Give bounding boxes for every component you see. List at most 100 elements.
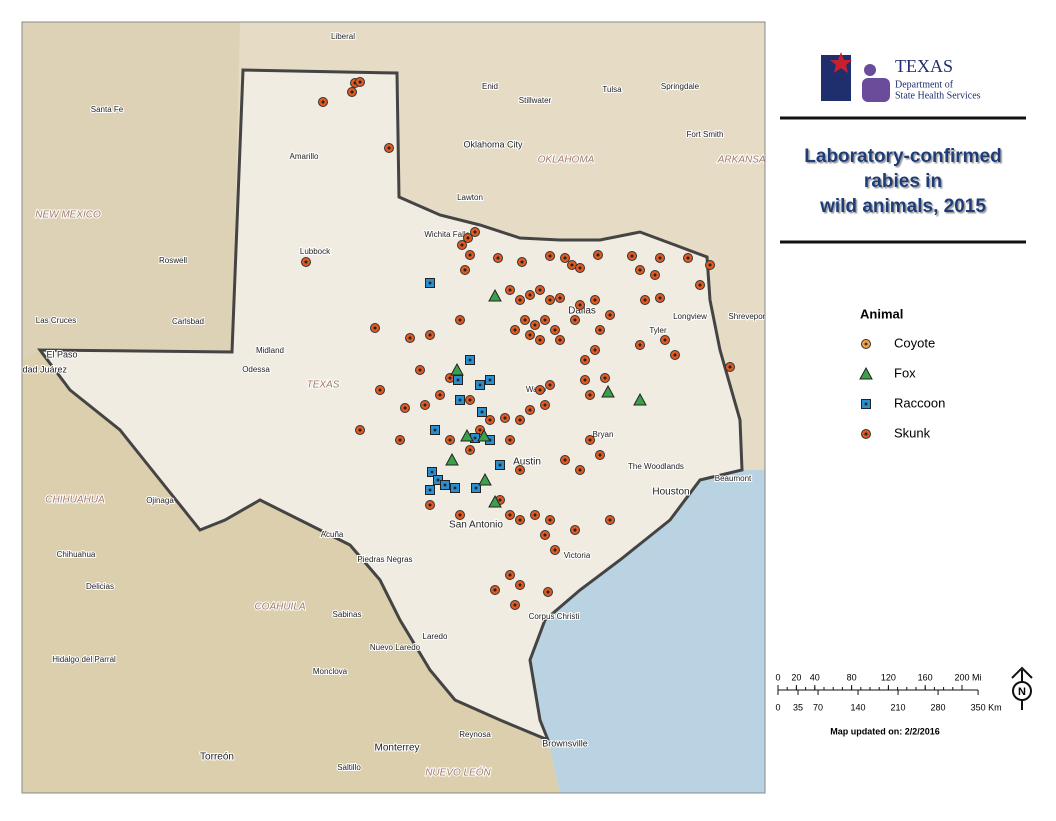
skunk-dot	[428, 333, 432, 337]
raccoon-dot	[478, 383, 482, 387]
map-label: Santa Fe	[91, 105, 124, 114]
skunk-dot	[518, 583, 522, 587]
skunk-dot	[588, 393, 592, 397]
skunk-dot	[630, 254, 634, 258]
gulf-of-mexico	[530, 470, 765, 793]
mexico	[22, 350, 560, 793]
skunk-dot	[518, 418, 522, 422]
raccoon-dot	[430, 470, 434, 474]
scale-unit: Km	[988, 702, 1002, 712]
scale-label: 0	[775, 672, 780, 682]
skunk-dot	[387, 146, 391, 150]
skunk-dot	[304, 260, 308, 264]
skunk-dot	[573, 528, 577, 532]
raccoon-dot	[480, 410, 484, 414]
fox-marker	[445, 452, 459, 466]
skunk-dot	[593, 348, 597, 352]
map-label: Houston	[652, 487, 689, 498]
skunk-dot	[548, 298, 552, 302]
map-label: Springdale	[661, 82, 700, 91]
skunk-dot	[543, 318, 547, 322]
map-label: Beaumont	[715, 474, 752, 483]
skunk-dot	[523, 318, 527, 322]
skunk-dot	[638, 343, 642, 347]
map-label: Corpus Christi	[529, 612, 580, 621]
skunk-dot	[528, 293, 532, 297]
skunk-dot	[478, 428, 482, 432]
raccoon-dot	[474, 486, 478, 490]
map-label: ARKANSAS	[717, 155, 773, 166]
scale-label: 160	[918, 672, 933, 682]
skunk-dot	[548, 254, 552, 258]
skunk-dot	[553, 548, 557, 552]
map-label: Hidalgo del Parral	[52, 655, 116, 664]
skunk-dot	[608, 313, 612, 317]
map-label: CHIHUAHUA	[45, 495, 105, 506]
skunk-dot	[598, 328, 602, 332]
skunk-dot	[538, 288, 542, 292]
title-line: wild animals, 2015	[819, 196, 986, 217]
map-label: Wichita Falls	[424, 230, 469, 239]
skunk-dot	[423, 403, 427, 407]
coyote-dot	[864, 342, 868, 346]
skunk-dot	[458, 318, 462, 322]
legend-title: Animal	[860, 306, 903, 321]
skunk-dot	[578, 468, 582, 472]
scale-label: 35	[793, 702, 803, 712]
new-mexico	[22, 22, 240, 360]
scale-bar: 0 20 40 80 120 160 200 Mi 0 35 70 140 210 280 350 Km	[775, 672, 1001, 712]
raccoon-dot	[456, 378, 460, 382]
skunk-dot	[520, 260, 524, 264]
fox-marker	[488, 494, 502, 508]
map-label: Acuña	[321, 530, 344, 539]
fox-marker	[488, 288, 502, 302]
skunk-dot	[498, 498, 502, 502]
logo-figure	[862, 78, 890, 102]
skunk-dot	[488, 418, 492, 422]
north-arrow: N	[1011, 666, 1033, 710]
map-label: Dallas	[568, 306, 596, 317]
map-label: Fort Smith	[687, 130, 724, 139]
skunk-dot	[448, 438, 452, 442]
skunk-dot	[643, 298, 647, 302]
map-label: Monterrey	[374, 743, 419, 754]
observations	[301, 77, 735, 610]
skunk-dot	[513, 328, 517, 332]
scale-label: 350	[971, 702, 986, 712]
scale-label: 200	[954, 672, 969, 682]
skunk-dot	[503, 416, 507, 420]
legend-label: Skunk	[894, 425, 931, 440]
skunk-dot	[673, 353, 677, 357]
skunk-dot	[528, 408, 532, 412]
skunk-dot	[563, 458, 567, 462]
map-label: Saltillo	[337, 763, 361, 772]
map-label: Tyler	[649, 326, 667, 335]
title: Laboratory-confirmed rabies in wild anim…	[804, 146, 1001, 217]
skunk-dot	[728, 365, 732, 369]
skunk-dot	[548, 383, 552, 387]
fox-marker	[450, 362, 464, 376]
north-arrow-head	[1011, 666, 1033, 679]
raccoon-dot	[428, 281, 432, 285]
raccoon-dot	[436, 478, 440, 482]
fox-marker	[460, 428, 474, 442]
raccoon-dot	[428, 488, 432, 492]
raccoon-dot	[468, 358, 472, 362]
skunk-dot	[593, 298, 597, 302]
map-label: Bryan	[593, 430, 614, 439]
skunk-dot	[864, 432, 868, 436]
skunk-dot	[428, 503, 432, 507]
logo-figure	[864, 64, 876, 76]
skunk-dot	[496, 256, 500, 260]
skunk-dot	[596, 253, 600, 257]
map-label: Reynosa	[459, 730, 491, 739]
skunk-dot	[528, 333, 532, 337]
north-arrow-circle	[1012, 681, 1032, 701]
map-label: Shreveport	[728, 312, 768, 321]
map-label: Carlsbad	[172, 317, 204, 326]
skunk-dot	[588, 438, 592, 442]
skunk-dot	[558, 338, 562, 342]
map-label: San Antonio	[449, 520, 503, 531]
skunk-dot	[468, 398, 472, 402]
map-label: Liberal	[331, 32, 355, 41]
